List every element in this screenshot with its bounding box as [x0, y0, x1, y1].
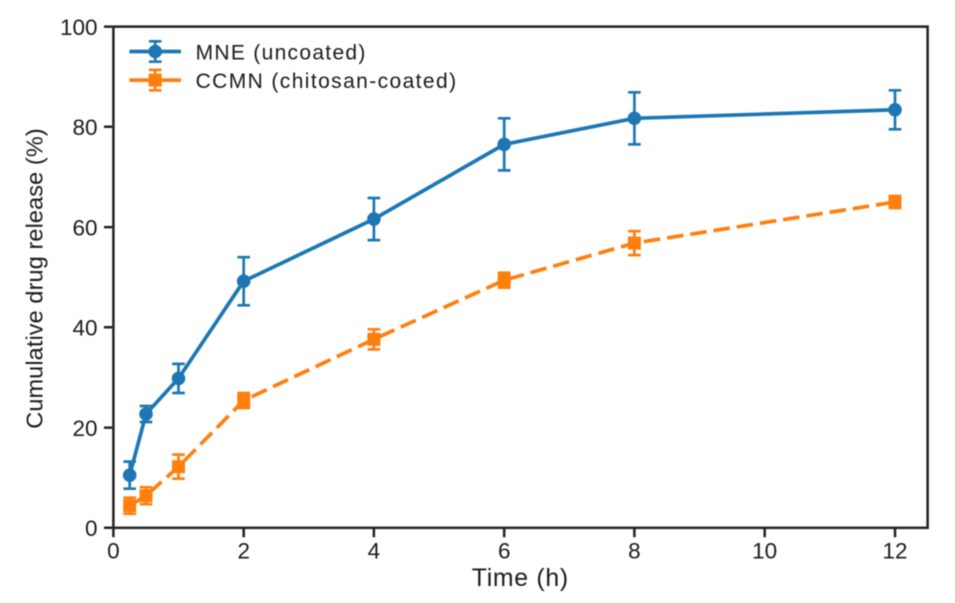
svg-text:CCMN (chitosan-coated): CCMN (chitosan-coated) [196, 70, 458, 93]
svg-text:0: 0 [85, 516, 98, 541]
svg-text:40: 40 [72, 316, 97, 341]
svg-text:2: 2 [237, 539, 250, 564]
svg-text:6: 6 [498, 539, 511, 564]
svg-text:Time (h): Time (h) [472, 565, 569, 592]
svg-text:10: 10 [752, 539, 777, 564]
svg-text:4: 4 [368, 539, 381, 564]
svg-text:0: 0 [107, 539, 120, 564]
svg-text:60: 60 [72, 215, 97, 240]
svg-text:8: 8 [628, 539, 641, 564]
svg-text:20: 20 [72, 416, 97, 441]
svg-text:12: 12 [882, 539, 907, 564]
svg-text:100: 100 [60, 15, 98, 40]
svg-text:MNE (uncoated): MNE (uncoated) [196, 41, 367, 64]
svg-text:Cumulative drug release (%): Cumulative drug release (%) [22, 128, 48, 429]
svg-text:80: 80 [72, 115, 97, 140]
